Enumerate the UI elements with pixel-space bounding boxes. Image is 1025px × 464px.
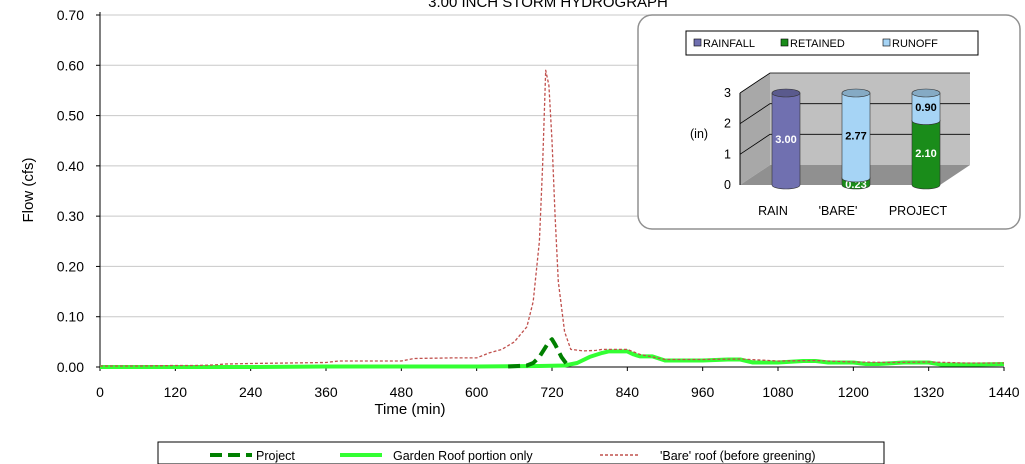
inset-legend-label-runoff: RUNOFF: [892, 38, 938, 50]
main-legend: Project Garden Roof portion only 'Bare' …: [157, 441, 885, 464]
chart-title: 3.00 INCH STORM HYDROGRAPH: [428, 0, 668, 11]
y-tick-label: 0.10: [57, 309, 84, 325]
x-tick-label: 1080: [762, 384, 793, 400]
legend-box: [157, 441, 885, 464]
inset-y-tick-label: 1: [724, 147, 731, 161]
series-project-line: [507, 337, 570, 369]
y-tick-label: 0.70: [57, 7, 84, 23]
legend-label-garden-roof: Garden Roof portion only: [393, 449, 533, 463]
x-axis-title: Time (min): [374, 401, 445, 418]
inset-legend-swatch-rainfall: [693, 38, 702, 47]
inset-legend-swatch-retained: [780, 38, 789, 47]
series-garden-roof-line: [100, 349, 1005, 369]
x-tick-label: 720: [540, 384, 564, 400]
y-tick-label: 0.50: [57, 108, 84, 124]
inset-bar-cap: [771, 88, 801, 98]
inset-data-label: 0.23: [845, 179, 866, 191]
inset-x-label: 'BARE': [819, 204, 858, 218]
legend-label-project: Project: [256, 449, 295, 463]
y-tick-label: 0.00: [57, 359, 84, 375]
inset-bar-segment: [911, 92, 941, 125]
inset-data-label: 2.10: [915, 148, 936, 160]
inset-legend-box: [685, 30, 979, 56]
y-axis-ticks: 0.00 0.10 0.20 0.30 0.40 0.50 0.60 0.70: [57, 7, 100, 375]
inset-chart: RAINFALL RETAINED RUNOFF 0 1 2 3 (in) 3.00 0…: [637, 14, 1021, 230]
y-tick-label: 0.20: [57, 258, 84, 274]
inset-y-axis-title: (in): [690, 127, 708, 141]
inset-grid-line: [739, 72, 970, 94]
inset-x-label: PROJECT: [889, 204, 948, 218]
inset-bars: 3.00 0.23 2.77 2.10 0.90: [771, 88, 941, 191]
inset-side-wall: [740, 73, 770, 185]
x-tick-label: 1320: [913, 384, 944, 400]
inset-legend-label-rainfall: RAINFALL: [703, 38, 755, 50]
x-tick-label: 240: [239, 384, 263, 400]
inset-y-tick-label: 3: [724, 86, 731, 100]
x-tick-label: 600: [465, 384, 489, 400]
grid-lines: [100, 14, 1004, 318]
x-tick-label: 840: [616, 384, 640, 400]
legend-label-bare-roof: 'Bare' roof (before greening): [660, 449, 816, 463]
x-tick-label: 1200: [838, 384, 869, 400]
inset-bar-segment: [911, 120, 941, 190]
inset-y-tick-label: 0: [724, 178, 731, 192]
inset-bar-segment: [771, 92, 801, 190]
inset-x-axis-labels: RAIN 'BARE' PROJECT: [758, 204, 947, 218]
x-tick-label: 0: [96, 384, 104, 400]
x-tick-label: 120: [164, 384, 188, 400]
y-axis-title: Flow (cfs): [20, 158, 37, 223]
x-tick-label: 480: [390, 384, 414, 400]
y-tick-label: 0.30: [57, 208, 84, 224]
x-tick-label: 360: [314, 384, 338, 400]
inset-bar-cap: [841, 88, 871, 98]
inset-legend-swatch-runoff: [882, 38, 891, 47]
inset-data-label: 0.90: [915, 102, 936, 114]
inset-y-axis-ticks: 0 1 2 3: [724, 86, 731, 192]
inset-grid-lines: [739, 72, 970, 155]
series-bare-roof-line: [100, 69, 1004, 367]
inset-y-tick-label: 2: [724, 117, 731, 131]
y-tick-label: 0.40: [57, 158, 84, 174]
x-tick-label: 960: [691, 384, 715, 400]
x-axis-ticks: 0 120 240 360 480 600 720 840 960 1080 1200 1320 144…: [96, 367, 1020, 400]
series-layer: [100, 69, 1005, 369]
y-tick-label: 0.60: [57, 57, 84, 73]
inset-x-label: RAIN: [758, 204, 788, 218]
inset-grid-line: [739, 133, 970, 155]
inset-bar-segment: [841, 92, 871, 183]
inset-data-label: 2.77: [845, 130, 866, 142]
x-tick-label: 1440: [988, 384, 1019, 400]
inset-bar-cap: [911, 88, 941, 98]
inset-legend-label-retained: RETAINED: [790, 38, 845, 50]
inset-data-label: 3.00: [775, 134, 796, 146]
inset-grid-line: [739, 103, 970, 124]
